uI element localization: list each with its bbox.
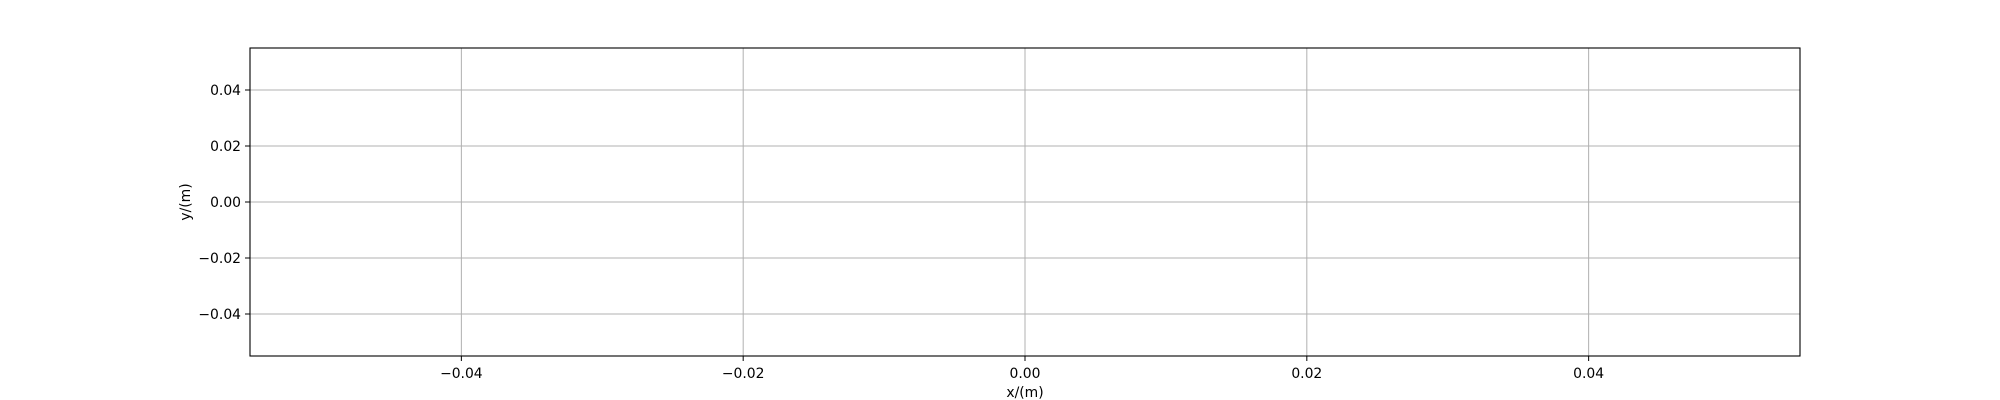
y-tick-label: −0.04 — [198, 307, 241, 323]
x-tick-label: −0.02 — [722, 366, 765, 382]
grid-layer — [250, 48, 1800, 356]
y-axis-ticks: 0.04 0.02 0.00 −0.02 −0.04 — [198, 83, 250, 323]
y-tick-label: 0.02 — [210, 139, 241, 155]
plot-frame — [249, 47, 1801, 357]
y-axis-label: y/(m) — [178, 183, 194, 220]
x-tick-label: 0.02 — [1291, 366, 1322, 382]
y-tick-label: 0.04 — [210, 83, 241, 99]
y-tick-label: −0.02 — [198, 251, 241, 267]
x-axis-ticks: −0.04 −0.02 0.00 0.02 0.04 — [440, 356, 1604, 382]
x-tick-label: 0.00 — [1010, 366, 1041, 382]
x-tick-label: −0.04 — [440, 366, 483, 382]
y-tick-label: 0.00 — [210, 195, 241, 211]
x-axis-label: x/(m) — [1006, 385, 1043, 400]
x-tick-label: 0.04 — [1573, 366, 1604, 382]
